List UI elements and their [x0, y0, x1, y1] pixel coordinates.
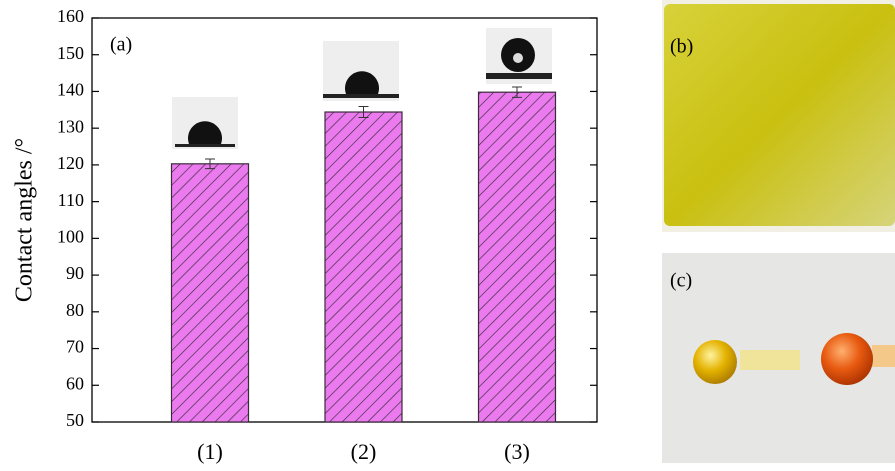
page: (b) (c) (a) Contact angles /° 50 60 70 80 90… — [0, 0, 895, 471]
y-tick-label: 120 — [57, 153, 84, 173]
y-tick-label: 150 — [57, 43, 84, 63]
y-tick-label: 140 — [57, 80, 84, 100]
y-tick-label: 100 — [57, 226, 84, 246]
annotation: (a) — [110, 34, 132, 56]
bar — [479, 92, 556, 422]
y-tick-label: 80 — [66, 300, 84, 320]
x-tick-label: (3) — [504, 439, 530, 464]
bar — [325, 112, 402, 422]
y-tick-label: 50 — [66, 410, 84, 430]
y-axis-label: Contact angles /° — [12, 138, 38, 302]
y-tick-label: 160 — [57, 6, 84, 26]
y-tick-label: 60 — [66, 373, 84, 393]
photo-c: (c) — [662, 253, 895, 463]
photo-b: (b) — [662, 0, 895, 232]
y-tick-label: 110 — [58, 190, 84, 210]
x-tick-label: (2) — [351, 439, 377, 464]
panel-label: (b) — [670, 36, 693, 58]
figure: (b) (c) (a) Contact angles /° 50 60 70 80 90… — [0, 0, 895, 471]
panel-label: (c) — [670, 270, 692, 292]
bar — [172, 164, 249, 422]
y-tick-label: 70 — [66, 337, 84, 357]
y-tick-label: 130 — [57, 116, 84, 136]
x-tick-label: (1) — [197, 439, 223, 464]
y-tick-label: 90 — [66, 263, 84, 283]
